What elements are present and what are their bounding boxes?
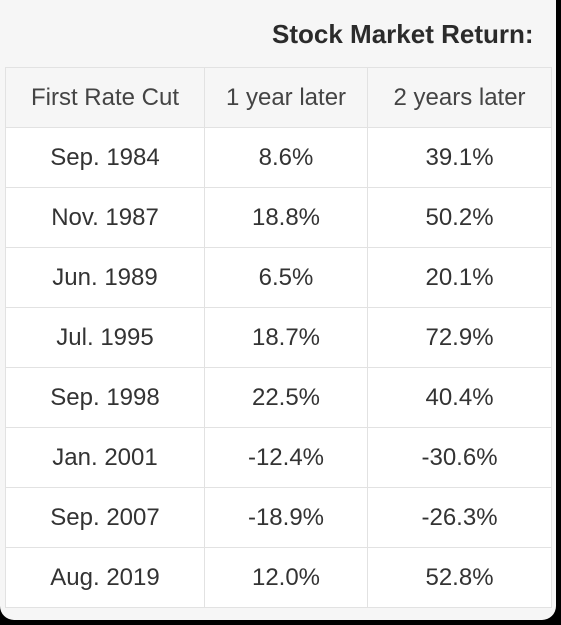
one-year-return-cell: 18.8% [204,187,368,248]
one-year-return-cell: 8.6% [204,127,368,188]
header-row: First Rate Cut 1 year later 2 years late… [5,67,553,128]
table-row: Jan. 2001 -12.4% -30.6% [5,427,553,488]
rate-cut-date-cell: Aug. 2019 [5,547,205,608]
two-year-return-cell: 50.2% [366,187,553,248]
column-header-2-years-later: 2 years later [366,67,553,128]
table-row: Jun. 1989 6.5% 20.1% [5,247,553,308]
one-year-return-cell: 18.7% [204,307,368,368]
two-year-return-cell: -30.6% [366,427,553,488]
rate-cut-date-cell: Sep. 2007 [5,487,205,548]
rate-cut-date-cell: Nov. 1987 [5,187,205,248]
two-year-return-cell: 52.8% [366,547,553,608]
table-row: Nov. 1987 18.8% 50.2% [5,187,553,248]
table-title: Stock Market Return: [5,2,552,68]
two-year-return-cell: 72.9% [366,307,553,368]
one-year-return-cell: -12.4% [204,427,368,488]
rate-cut-date-cell: Sep. 1998 [5,367,205,428]
table-row: Sep. 2007 -18.9% -26.3% [5,487,553,548]
column-header-1-year-later: 1 year later [204,67,368,128]
two-year-return-cell: 40.4% [366,367,553,428]
one-year-return-cell: 12.0% [204,547,368,608]
table-row: Sep. 1998 22.5% 40.4% [5,367,553,428]
rate-cut-date-cell: Jan. 2001 [5,427,205,488]
table-row: Aug. 2019 12.0% 52.8% [5,547,553,608]
rate-cut-date-cell: Sep. 1984 [5,127,205,188]
table-row: Sep. 1984 8.6% 39.1% [5,127,553,188]
two-year-return-cell: -26.3% [366,487,553,548]
one-year-return-cell: 22.5% [204,367,368,428]
two-year-return-cell: 20.1% [366,247,553,308]
column-header-first-rate-cut: First Rate Cut [5,67,205,128]
one-year-return-cell: -18.9% [204,487,368,548]
rate-cut-date-cell: Jun. 1989 [5,247,205,308]
one-year-return-cell: 6.5% [204,247,368,308]
title-row: Stock Market Return: [5,2,552,68]
table-body: Sep. 1984 8.6% 39.1% Nov. 1987 18.8% 50.2% Jun… [5,127,553,608]
two-year-return-cell: 39.1% [366,127,553,188]
rate-cut-date-cell: Jul. 1995 [5,307,205,368]
returns-table: Stock Market Return: First Rate Cut 1 ye… [5,2,553,608]
table-row: Jul. 1995 18.7% 72.9% [5,307,553,368]
